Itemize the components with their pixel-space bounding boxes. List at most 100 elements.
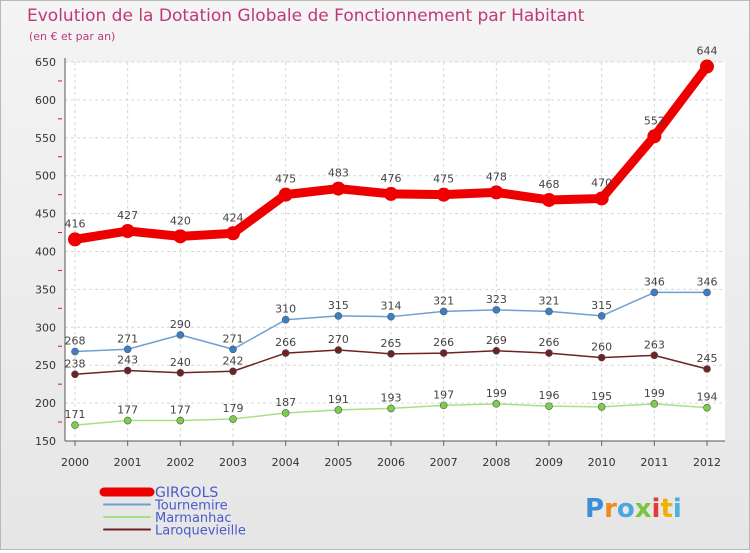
data-point <box>229 345 237 354</box>
data-label: 271 <box>117 332 138 345</box>
data-point <box>278 187 293 202</box>
data-label: 269 <box>486 334 507 347</box>
x-tick-label: 2010 <box>588 456 616 469</box>
data-point <box>176 416 185 425</box>
x-tick-label: 2000 <box>61 456 89 469</box>
data-label: 260 <box>591 341 612 354</box>
data-label: 475 <box>433 173 454 186</box>
data-label: 483 <box>328 167 349 180</box>
legend-label: Laroquevieille <box>155 524 246 539</box>
data-label: 321 <box>433 294 454 307</box>
data-label: 196 <box>539 389 560 402</box>
data-point <box>281 349 290 357</box>
data-point <box>331 181 346 196</box>
data-point <box>120 224 135 239</box>
data-point <box>334 346 343 354</box>
y-tick-label: 450 <box>35 208 56 221</box>
data-point <box>439 349 448 357</box>
series-girgols: 416 427 420 424 475 483 476 475 478 468 470 552 644 <box>65 45 718 247</box>
data-label: 193 <box>381 391 402 404</box>
data-point <box>545 307 553 316</box>
chart-subtitle: (en € et par an) <box>29 30 115 43</box>
data-label: 263 <box>644 338 665 351</box>
data-point <box>68 232 82 247</box>
data-point <box>334 406 343 414</box>
data-point <box>597 312 606 320</box>
data-label: 644 <box>697 45 718 58</box>
data-point <box>229 367 237 376</box>
axes: 150 200 250 300 350 400 450 500 550 600 650 2000 200… <box>35 56 725 469</box>
data-point <box>650 288 659 297</box>
data-label: 266 <box>433 336 454 349</box>
series-group: 416 427 420 424 475 483 476 475 478 468 470 552 644 2… <box>65 45 718 429</box>
y-tick-label: 250 <box>35 359 56 372</box>
data-label: 416 <box>65 217 86 230</box>
data-point <box>173 229 188 244</box>
y-tick-label: 200 <box>35 397 56 410</box>
data-label: 478 <box>486 170 507 183</box>
data-point <box>647 129 662 144</box>
data-label: 191 <box>328 393 349 406</box>
data-label: 476 <box>381 172 402 185</box>
x-tick-label: 2002 <box>166 456 194 469</box>
data-point <box>384 186 398 201</box>
grid <box>65 61 725 442</box>
data-label: 270 <box>328 333 349 346</box>
y-tick-label: 500 <box>35 170 56 183</box>
data-label: 194 <box>697 391 718 404</box>
data-point <box>387 350 395 358</box>
data-point <box>439 401 448 410</box>
data-label: 427 <box>117 209 138 222</box>
x-tick-label: 2004 <box>272 456 300 469</box>
data-label: 346 <box>697 275 718 288</box>
x-tick-label: 2008 <box>482 456 510 469</box>
data-point <box>123 366 132 375</box>
data-label: 266 <box>275 336 296 349</box>
data-label: 268 <box>65 335 86 348</box>
data-point <box>650 351 659 360</box>
logo-text: Proxiti <box>585 494 682 524</box>
proxiti-logo: Proxiti <box>585 494 682 524</box>
data-point <box>597 403 606 411</box>
data-point <box>597 353 606 362</box>
y-tick-label: 600 <box>35 94 56 107</box>
data-point <box>545 402 553 410</box>
data-label: 310 <box>275 303 296 316</box>
y-tick-label: 350 <box>35 283 56 296</box>
data-label: 475 <box>275 173 296 186</box>
data-point <box>700 59 714 74</box>
data-point <box>334 312 343 320</box>
x-tick-label: 2003 <box>219 456 247 469</box>
data-point <box>492 346 501 355</box>
data-point <box>703 403 711 412</box>
data-label: 265 <box>381 337 402 350</box>
data-label: 195 <box>591 390 612 403</box>
data-point <box>71 347 79 356</box>
data-label: 238 <box>65 357 86 370</box>
data-point <box>176 331 185 339</box>
data-label: 315 <box>591 299 612 312</box>
y-tick-label: 150 <box>35 435 56 448</box>
data-point <box>650 400 659 408</box>
data-point <box>492 306 501 314</box>
legend-label: Marmanhac <box>155 511 232 526</box>
data-label: 197 <box>433 388 454 401</box>
series-laroquevieille: 238 243 240 242 266 270 265 266 269 266 260 263 245 <box>65 333 718 379</box>
data-point <box>594 191 609 206</box>
data-label: 346 <box>644 275 665 288</box>
data-label: 266 <box>539 336 560 349</box>
data-label: 245 <box>697 352 718 365</box>
data-point <box>439 307 448 316</box>
y-tick-label: 650 <box>35 56 56 69</box>
data-label: 243 <box>117 354 138 367</box>
data-point <box>229 415 237 423</box>
x-tick-label: 2011 <box>640 456 668 469</box>
data-label: 420 <box>170 214 191 227</box>
data-label: 242 <box>223 354 244 367</box>
data-label: 240 <box>170 356 191 369</box>
data-point <box>176 368 185 377</box>
legend-label: Tournemire <box>154 499 228 514</box>
y-tick-label: 300 <box>35 321 56 334</box>
